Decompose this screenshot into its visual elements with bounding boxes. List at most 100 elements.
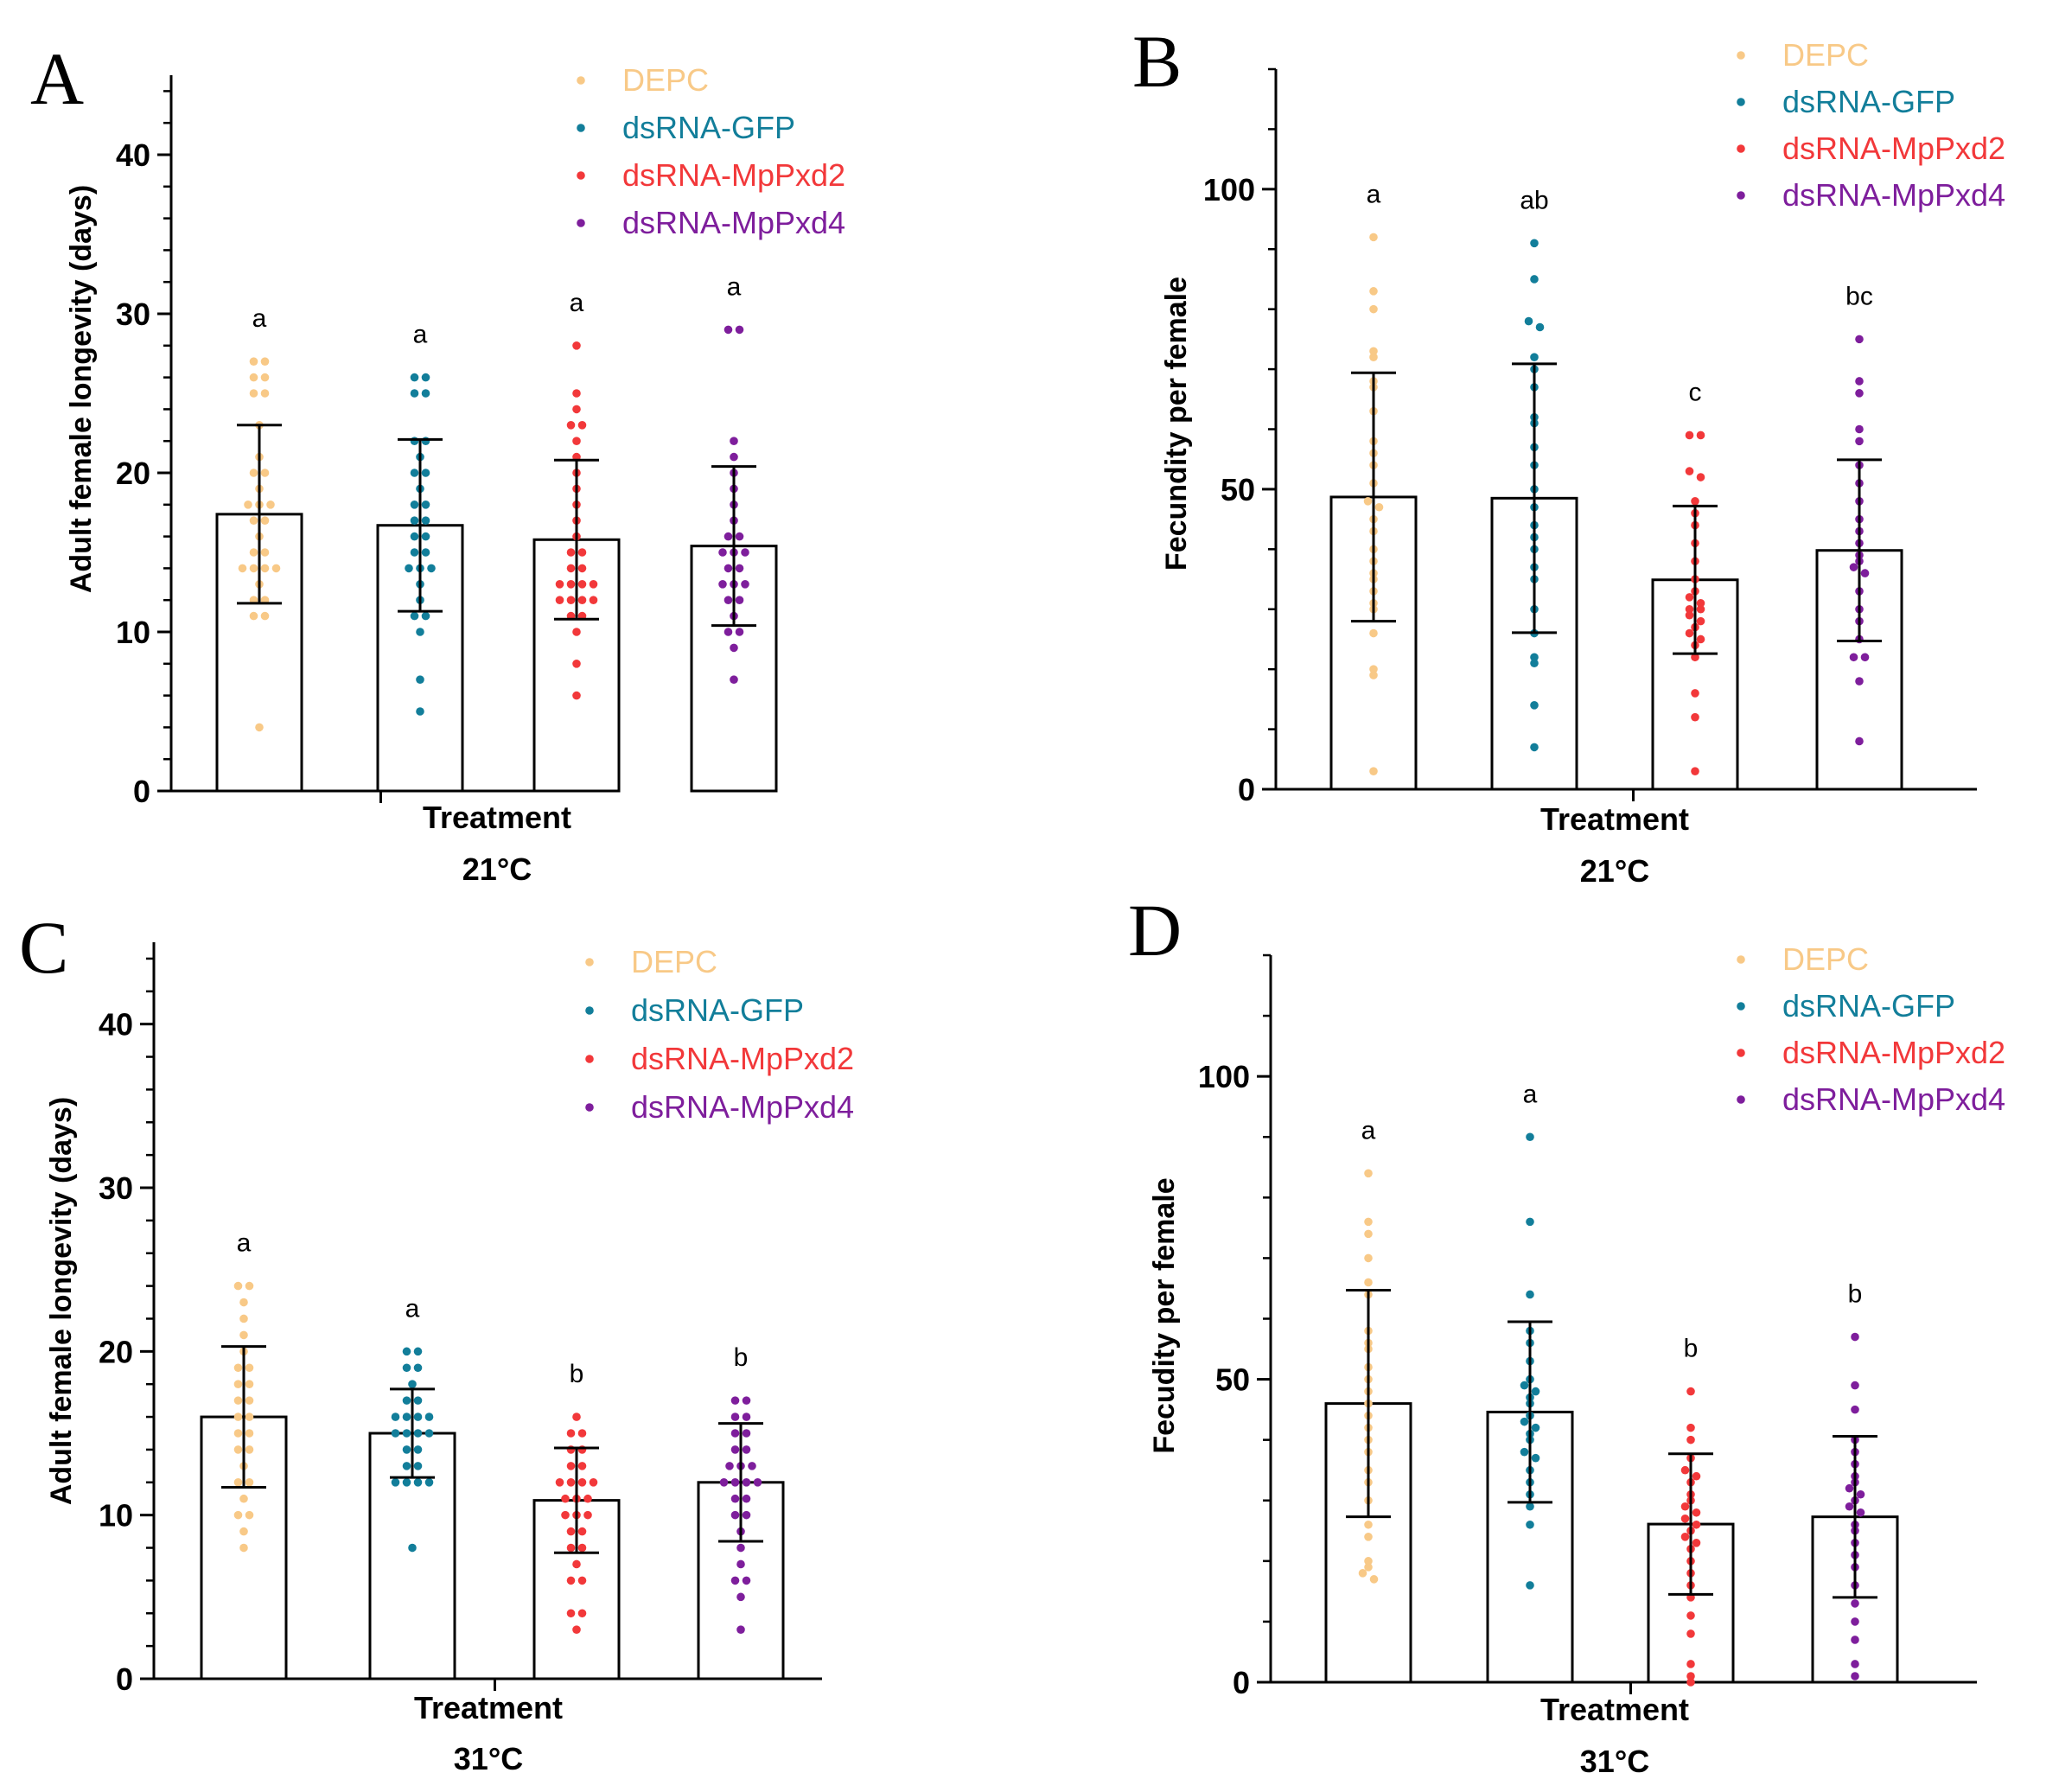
- data-point: [724, 628, 733, 636]
- data-point: [730, 1510, 740, 1520]
- data-point: [1685, 467, 1694, 475]
- data-point: [572, 341, 581, 350]
- data-point: [735, 628, 744, 636]
- data-point: [245, 1396, 254, 1405]
- data-point: [730, 452, 738, 462]
- legend-label: dsRNA-MpPxd4: [1782, 1081, 2005, 1117]
- data-point: [1686, 1678, 1695, 1687]
- data-point: [1851, 1405, 1859, 1414]
- data-point: [718, 548, 727, 557]
- legend-marker: [1737, 1002, 1745, 1011]
- series-dsrna-mppxd2: a: [532, 289, 621, 793]
- x-axis-title: Treatment: [1540, 1692, 1689, 1727]
- data-point: [555, 596, 564, 604]
- significance-letter: a: [727, 272, 742, 301]
- legend-marker: [577, 219, 585, 227]
- legend-label: DEPC: [1782, 37, 1869, 73]
- data-point: [402, 1445, 411, 1454]
- data-point: [577, 1609, 587, 1618]
- data-point: [239, 1543, 248, 1553]
- legend-label: dsRNA-MpPxd2: [1782, 131, 2005, 166]
- data-point: [1531, 1453, 1540, 1463]
- data-point: [1855, 424, 1864, 434]
- temperature-label: 21°C: [462, 851, 532, 887]
- data-point: [577, 548, 587, 557]
- series-dsrna-gfp: ab: [1490, 186, 1578, 791]
- legend-marker: [585, 1103, 594, 1112]
- data-point: [239, 1330, 248, 1340]
- data-point: [1526, 1290, 1534, 1299]
- data-point: [1530, 353, 1539, 362]
- data-point: [410, 611, 419, 621]
- y-axis-title: Adult female longevity (days): [65, 185, 98, 593]
- data-point: [245, 1380, 254, 1388]
- series-dsrna-mppxd4: bc: [1815, 282, 1903, 791]
- significance-letter: b: [1848, 1280, 1863, 1309]
- y-axis-title: Adult female longevity (days): [45, 1097, 78, 1505]
- data-point: [1364, 1253, 1373, 1263]
- data-point: [1686, 1672, 1695, 1680]
- series-depc: a: [1324, 1116, 1412, 1684]
- data-point: [402, 1429, 411, 1438]
- data-point: [1685, 628, 1694, 638]
- legend-label: dsRNA-GFP: [1782, 84, 1955, 119]
- data-point: [1369, 628, 1378, 638]
- data-point: [718, 580, 727, 589]
- series-depc: a: [215, 304, 303, 793]
- series-depc: a: [1329, 180, 1418, 791]
- data-point: [421, 469, 430, 477]
- legend-label: dsRNA-MpPxd4: [631, 1089, 854, 1125]
- data-point: [566, 421, 576, 430]
- data-point: [402, 1462, 411, 1470]
- data-point: [1691, 497, 1699, 506]
- data-point: [572, 1559, 581, 1569]
- data-point: [1680, 1465, 1690, 1475]
- data-point: [402, 1396, 411, 1405]
- significance-letter: ab: [1520, 186, 1548, 214]
- data-point: [391, 1429, 400, 1438]
- data-point: [742, 1413, 751, 1421]
- legend: DEPC dsRNA-GFP dsRNA-MpPxd2 dsRNA-MpPxd4: [585, 944, 854, 1125]
- y-tick-label: 100: [1198, 1059, 1250, 1094]
- legend-label: dsRNA-GFP: [631, 992, 804, 1028]
- data-point: [1855, 437, 1864, 446]
- data-point: [413, 1478, 423, 1487]
- data-point: [233, 1396, 243, 1405]
- series-dsrna-gfp: a: [376, 321, 464, 793]
- data-point: [1691, 712, 1699, 722]
- data-point: [1520, 1447, 1529, 1457]
- y-tick-label: 20: [99, 1334, 133, 1369]
- y-tick-label: 20: [116, 456, 150, 491]
- data-point: [735, 532, 744, 541]
- data-point: [1531, 1387, 1540, 1396]
- data-point: [577, 1527, 587, 1536]
- data-point: [730, 1445, 740, 1454]
- data-point: [1686, 1423, 1695, 1432]
- data-point: [1364, 1229, 1373, 1239]
- significance-letter: a: [1523, 1080, 1538, 1108]
- data-point: [555, 1478, 564, 1487]
- data-point: [730, 643, 738, 653]
- data-point: [566, 580, 576, 589]
- data-point: [589, 596, 598, 604]
- series-dsrna-mppxd2: c: [1651, 378, 1739, 791]
- data-point: [421, 373, 430, 382]
- data-point: [730, 437, 738, 445]
- data-point: [1364, 1217, 1373, 1227]
- data-point: [239, 1298, 248, 1307]
- data-point: [260, 389, 270, 398]
- data-point: [416, 707, 424, 716]
- data-point: [1364, 1563, 1373, 1572]
- data-point: [735, 564, 744, 573]
- data-point: [735, 596, 744, 604]
- legend-marker: [585, 958, 594, 966]
- data-point: [572, 660, 581, 668]
- data-point: [391, 1413, 400, 1421]
- data-point: [413, 1413, 423, 1421]
- data-point: [245, 1363, 254, 1373]
- data-point: [736, 1543, 745, 1553]
- data-point: [730, 675, 738, 684]
- data-point: [244, 501, 252, 509]
- data-point: [572, 437, 581, 445]
- data-point: [1364, 1533, 1373, 1541]
